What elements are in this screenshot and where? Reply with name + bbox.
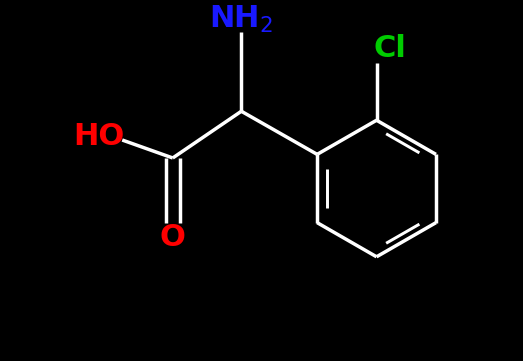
Text: Cl: Cl: [373, 34, 406, 63]
Text: O: O: [160, 222, 186, 252]
Text: HO: HO: [73, 122, 124, 151]
Text: NH$_2$: NH$_2$: [209, 4, 274, 35]
